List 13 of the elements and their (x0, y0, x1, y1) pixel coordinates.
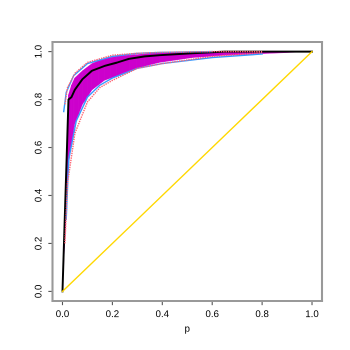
x-tick-label: 0.8 (256, 310, 268, 318)
y-tick-label: 0.2 (34, 237, 42, 250)
y-tick-label: 1.0 (34, 45, 42, 58)
x-tick-label: 1.0 (306, 310, 318, 318)
x-tick-label: 0.4 (156, 310, 169, 318)
x-axis-title: p (185, 326, 190, 334)
x-tick-label: 0.6 (206, 310, 219, 318)
y-tick-label: 0.4 (34, 189, 42, 202)
y-tick-label: 0.6 (34, 141, 42, 154)
y-tick-label: 0.8 (34, 93, 42, 106)
y-tick-label: 0.0 (34, 285, 42, 298)
x-tick-label: 0.2 (106, 310, 119, 318)
x-tick-label: 0.0 (56, 310, 69, 318)
